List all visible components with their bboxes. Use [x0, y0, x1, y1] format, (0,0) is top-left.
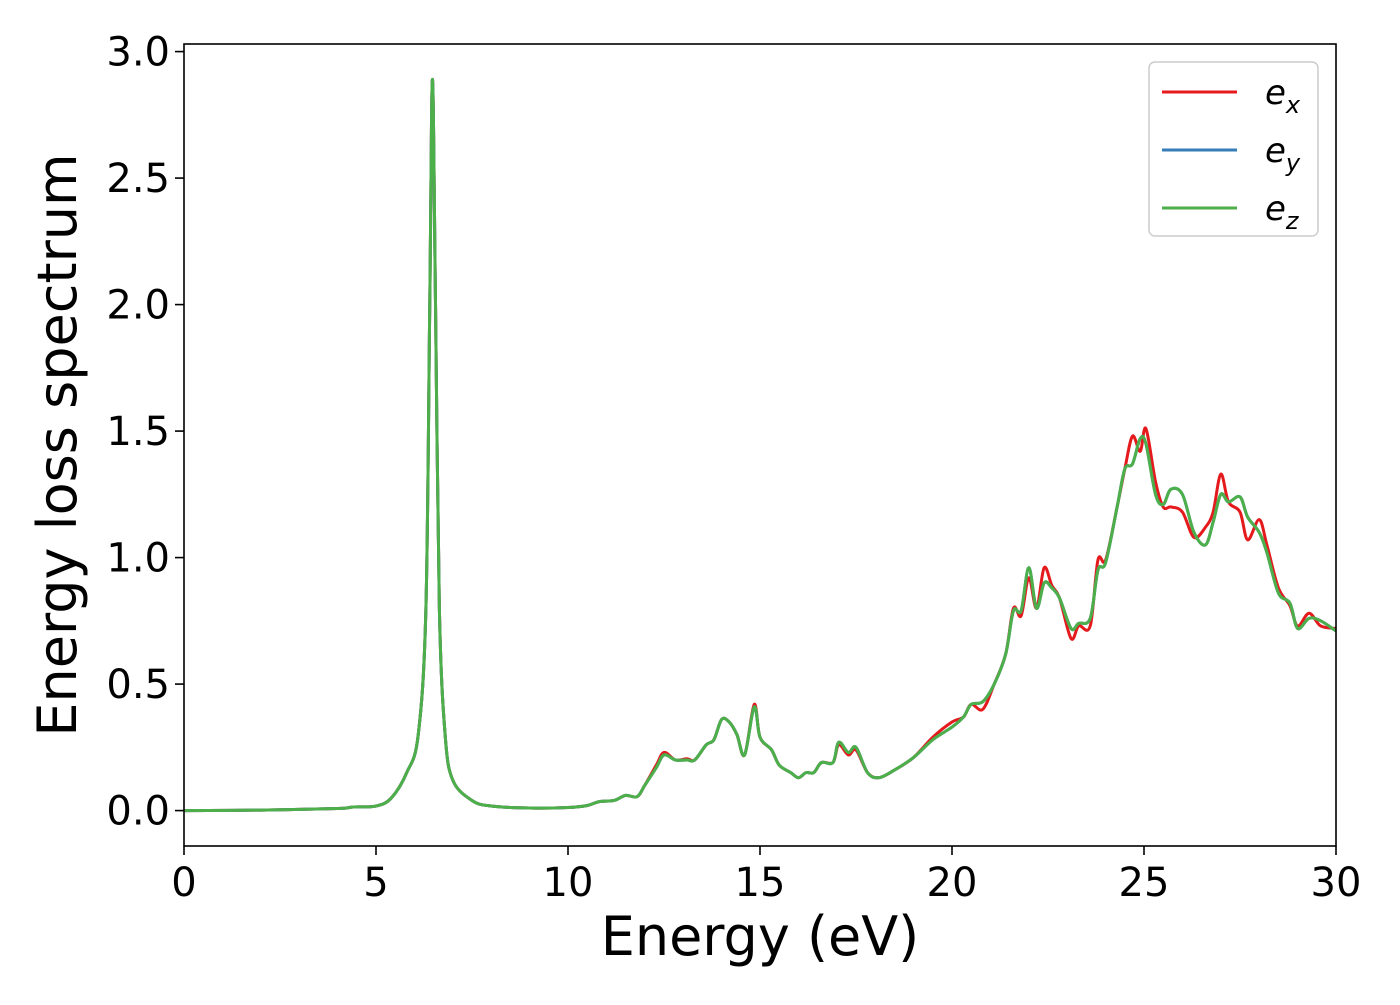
y-axis-label: Energy loss spectrum	[26, 153, 89, 736]
legend-label: ey	[1265, 131, 1301, 177]
x-tick-label: 5	[363, 860, 388, 906]
y-tick-label: 0.5	[106, 662, 170, 708]
legend-label-subscript: y	[1285, 149, 1301, 177]
legend-label: ez	[1265, 189, 1300, 235]
x-tick-label: 15	[735, 860, 786, 906]
legend-label-base: e	[1265, 73, 1286, 113]
y-tick-label: 1.5	[106, 409, 170, 455]
x-tick-label: 20	[927, 860, 978, 906]
legend-entry-y: ey	[1162, 131, 1301, 177]
legend-entry-z: ez	[1162, 189, 1300, 235]
x-tick-label: 30	[1311, 860, 1362, 906]
x-axis-label: Energy (eV)	[601, 905, 920, 968]
plot-area-background	[184, 44, 1336, 846]
x-tick-label: 25	[1119, 860, 1170, 906]
x-tick-label: 10	[543, 860, 594, 906]
legend-label-subscript: x	[1285, 91, 1301, 119]
series-layer	[183, 77, 1337, 813]
legend-label: ex	[1265, 73, 1301, 119]
legend-label-subscript: z	[1285, 207, 1300, 235]
x-tick-label: 0	[171, 860, 196, 906]
legend-label-base: e	[1265, 189, 1286, 229]
series-line-z	[183, 77, 1337, 813]
y-tick-label: 2.0	[106, 283, 170, 329]
y-tick-label: 3.0	[106, 30, 170, 76]
x-axis-ticks: 0 5 10 15 20 25 30	[171, 846, 1361, 906]
legend-label-base: e	[1265, 131, 1286, 171]
y-tick-label: 0.0	[106, 789, 170, 835]
y-axis-ticks: 0.0 0.5 1.0 1.5 2.0 2.5 3.0	[106, 30, 184, 835]
y-tick-label: 1.0	[106, 536, 170, 582]
y-tick-label: 2.5	[106, 156, 170, 202]
legend-entry-x: ex	[1162, 73, 1301, 119]
